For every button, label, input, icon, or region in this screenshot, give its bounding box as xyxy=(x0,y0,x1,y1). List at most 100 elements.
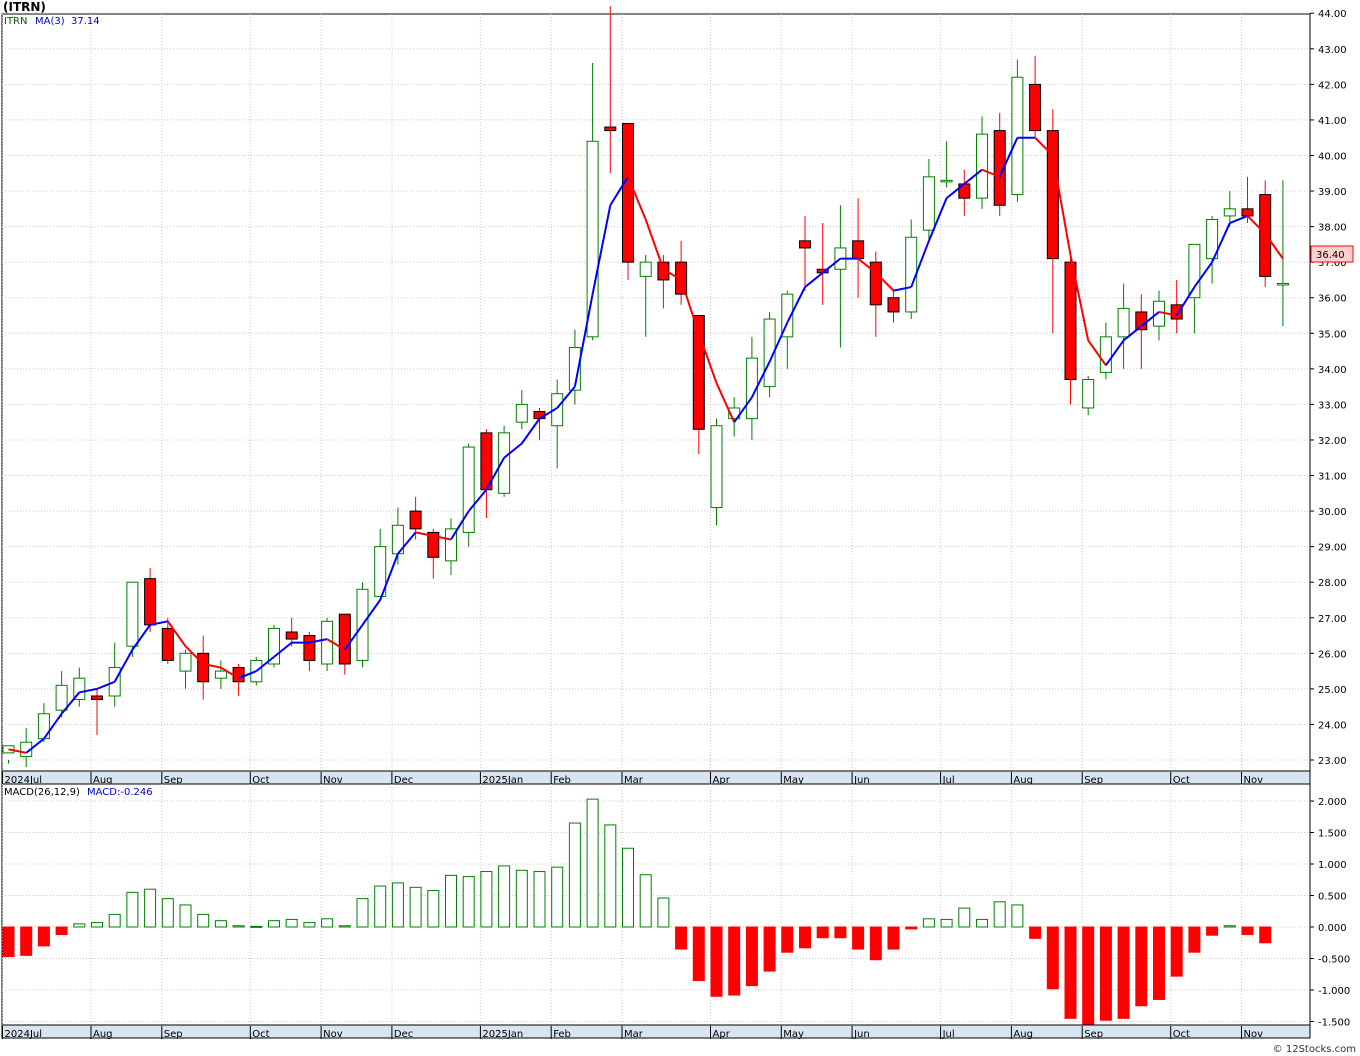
macd-bar-positive xyxy=(214,920,227,928)
ma3-segment xyxy=(273,641,293,658)
price-month-label: Dec xyxy=(394,775,413,786)
macd-bar-positive xyxy=(321,918,334,928)
macd-month-label: Dec xyxy=(394,1029,413,1040)
candle-down xyxy=(852,240,865,260)
price-month-label: Oct xyxy=(252,775,269,786)
ma3-segment xyxy=(1229,215,1248,224)
macd-bar-negative xyxy=(1064,926,1077,1019)
macd-bar-positive xyxy=(480,871,493,928)
macd-bar-negative xyxy=(763,926,776,972)
ma3-segment xyxy=(131,624,151,651)
candle-up xyxy=(940,179,953,183)
macd-value-label: MACD:-0.246 xyxy=(87,787,153,798)
ma3-segment xyxy=(25,737,45,754)
macd-bar-negative xyxy=(816,926,829,939)
macd-bar-negative xyxy=(852,926,865,950)
ma3-segment xyxy=(113,649,134,683)
ma3-segment xyxy=(1211,222,1231,263)
macd-bar-positive xyxy=(498,865,511,928)
ma3-segment xyxy=(379,553,399,601)
price-tick-label: 44.00 xyxy=(1318,9,1347,20)
macd-bar-positive xyxy=(374,885,387,928)
price-tick-label: 40.00 xyxy=(1318,151,1347,162)
candle-down xyxy=(144,578,157,626)
macd-bar-positive xyxy=(1011,904,1024,928)
legend-ma-value: 37.14 xyxy=(71,16,100,27)
candle-down xyxy=(1064,261,1077,381)
macd-month-label: Nov xyxy=(323,1029,343,1040)
ma3-segment xyxy=(751,361,771,398)
candle-down xyxy=(887,297,900,313)
macd-bar-negative xyxy=(20,926,33,956)
macd-bar-negative xyxy=(37,926,50,947)
macd-bar-positive xyxy=(338,925,351,928)
ma3-segment xyxy=(680,279,700,334)
candle-up xyxy=(214,670,227,679)
macd-bar-positive xyxy=(586,798,599,928)
macd-bar-positive xyxy=(73,923,86,928)
macd-month-label: Jun xyxy=(853,1029,870,1040)
macd-month-label: Mar xyxy=(624,1029,644,1040)
candle-up xyxy=(1099,336,1112,373)
macd-bar-positive xyxy=(268,920,280,928)
candle-up xyxy=(639,261,652,277)
price-tick-label: 34.00 xyxy=(1318,365,1347,376)
candle-up xyxy=(462,446,475,533)
macd-bar-negative xyxy=(1082,926,1095,1029)
legend-ticker: ITRN xyxy=(4,16,28,27)
ma3-segment xyxy=(662,268,682,281)
ma3-segment xyxy=(1246,215,1266,235)
ma3-segment xyxy=(857,257,877,274)
candle-up xyxy=(126,581,139,647)
candle-up xyxy=(1223,208,1236,217)
candle-down xyxy=(161,627,174,661)
candle-up xyxy=(374,546,387,597)
price-tick-label: 43.00 xyxy=(1318,45,1347,56)
macd-bar-negative xyxy=(728,926,741,996)
ma3-segment xyxy=(60,691,81,715)
ma3-segment xyxy=(255,656,275,672)
ma3-segment xyxy=(875,272,895,292)
macd-month-label: Oct xyxy=(252,1029,269,1040)
macd-tick-label: 1.000 xyxy=(1318,860,1347,871)
macd-bar-negative xyxy=(781,926,794,953)
candle-up xyxy=(1188,243,1201,299)
macd-bar-positive xyxy=(197,913,210,928)
macd-bar-negative xyxy=(745,926,758,987)
ma3-segment xyxy=(467,489,488,512)
ma3-segment xyxy=(326,638,346,651)
macd-bar-negative xyxy=(1188,926,1201,953)
candle-down xyxy=(622,122,634,263)
ma3-segment xyxy=(1034,136,1054,157)
ma3-segment xyxy=(485,457,505,491)
last-price-tag xyxy=(1310,245,1354,263)
price-tick-label: 25.00 xyxy=(1318,685,1347,696)
price-candles xyxy=(2,6,1289,768)
ma3-segment xyxy=(220,666,240,680)
candle-down xyxy=(285,631,298,640)
price-month-label: Jun xyxy=(853,775,870,786)
macd-bar-negative xyxy=(1241,926,1254,936)
candle-up xyxy=(1082,379,1095,409)
ma3-segment xyxy=(591,205,612,295)
candle-down xyxy=(91,695,103,701)
price-month-label: Oct xyxy=(1173,775,1190,786)
macd-bar-positive xyxy=(551,866,564,928)
ma3-segment xyxy=(433,534,452,541)
macd-bar-positive xyxy=(427,889,440,928)
candle-up xyxy=(73,677,86,701)
macd-bar-positive xyxy=(568,822,581,928)
macd-month-label: Oct xyxy=(1173,1029,1190,1040)
candle-up xyxy=(586,140,599,338)
ma3-segment xyxy=(981,168,1001,178)
macd-bar-positive xyxy=(179,904,192,928)
macd-bar-positive xyxy=(144,888,157,928)
candle-down xyxy=(1170,304,1183,320)
price-month-label: Aug xyxy=(1013,775,1033,786)
ma3-segment xyxy=(166,620,187,647)
price-tick-label: 36.00 xyxy=(1318,294,1347,305)
macd-bar-positive xyxy=(108,913,121,928)
macd-x-axis xyxy=(1,1024,1311,1039)
price-month-label: May xyxy=(783,775,804,786)
